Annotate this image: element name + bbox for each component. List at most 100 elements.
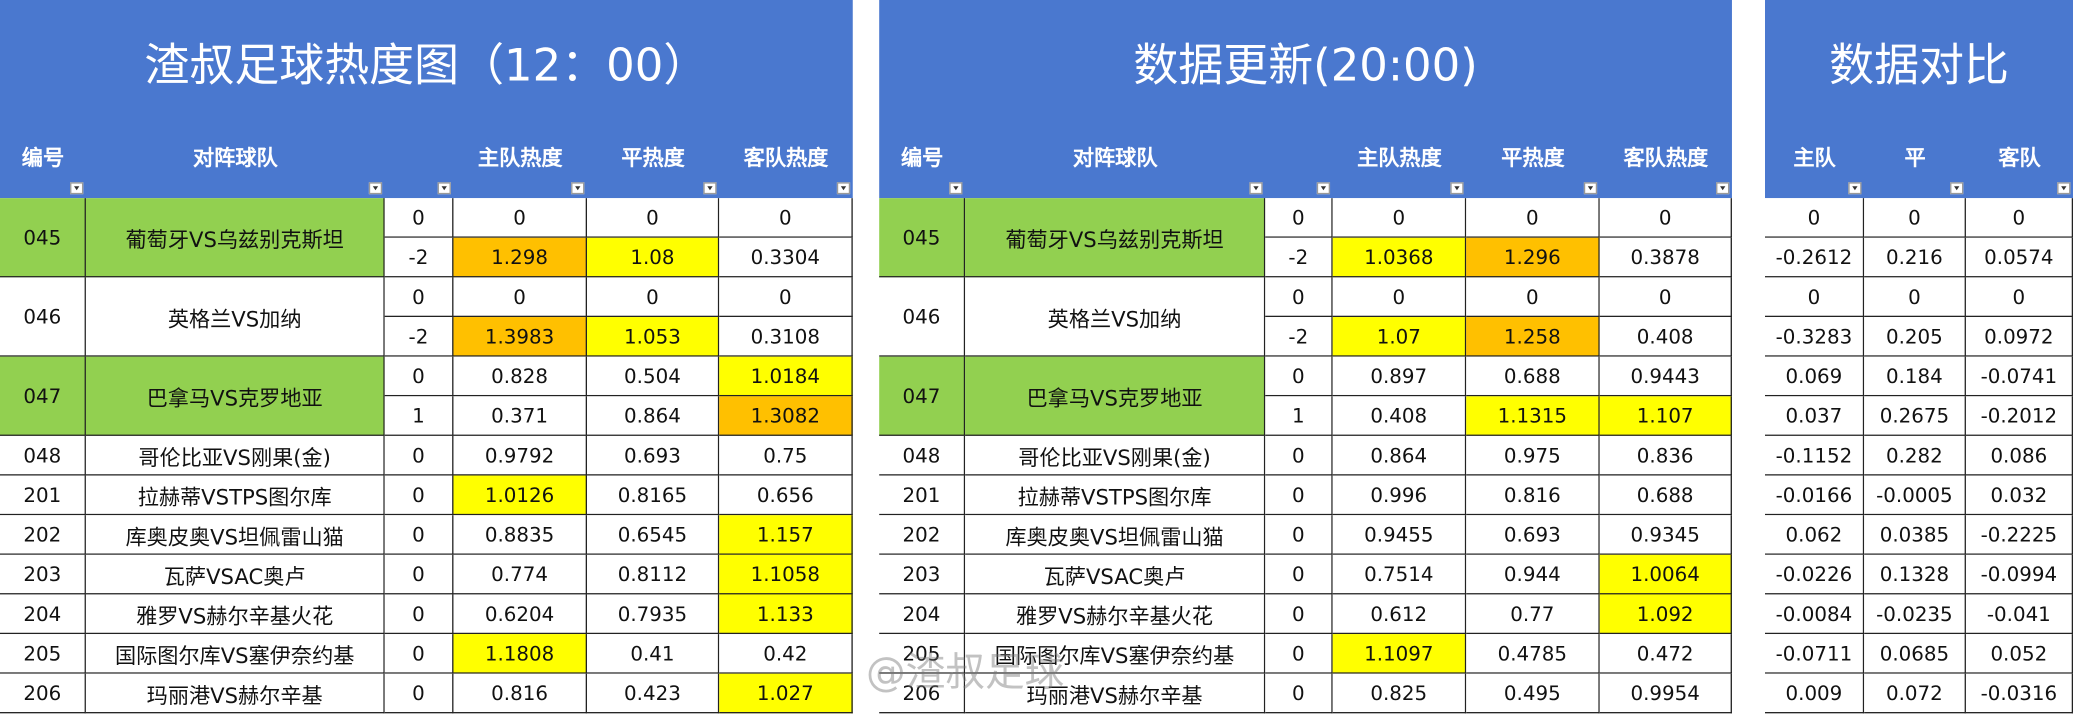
match-teams: 哥伦比亚VS刚果(金) — [965, 435, 1266, 476]
heat-value: 0.472 — [1599, 634, 1732, 674]
diff-value: 0.0972 — [1965, 317, 2073, 357]
handicap: 0 — [384, 634, 454, 674]
handicap: -2 — [384, 237, 454, 278]
diff-value: 0.2675 — [1864, 396, 1966, 436]
heat-value: 1.3082 — [719, 396, 853, 436]
handicap: 0 — [1265, 515, 1333, 555]
diff-value: 0.216 — [1864, 237, 1966, 278]
handicap: 0 — [384, 277, 454, 318]
match-id: 206 — [879, 673, 966, 714]
heat-value: 1.107 — [1599, 396, 1732, 436]
heat-value: 1.053 — [587, 317, 720, 357]
match-teams: 英格兰VS加纳 — [965, 277, 1266, 357]
match-id: 204 — [879, 594, 966, 635]
heat-value: 0.7514 — [1332, 554, 1467, 595]
heat-value: 0.612 — [1332, 594, 1467, 635]
diff-value: 0 — [1864, 277, 1966, 318]
match-id: 206 — [0, 673, 86, 714]
heat-value: 0.897 — [1332, 356, 1467, 397]
diff-value: -0.0994 — [1965, 554, 2073, 595]
handicap: 0 — [384, 594, 454, 635]
match-teams: 葡萄牙VS乌兹别克斯坦 — [965, 198, 1266, 278]
diff-value: -0.2225 — [1965, 515, 2073, 555]
handicap: 0 — [384, 515, 454, 555]
heat-value: 0 — [453, 277, 588, 318]
column-header: 编号 — [21, 145, 65, 171]
handicap: 0 — [384, 554, 454, 595]
heat-value: 0 — [587, 277, 720, 318]
match-teams: 库奥皮奥VS坦佩雷山猫 — [965, 515, 1266, 555]
diff-value: -0.0005 — [1864, 475, 1966, 516]
heat-value: 0.828 — [453, 356, 588, 397]
heat-value: 0 — [719, 198, 853, 238]
heat-value: 0.816 — [453, 673, 588, 714]
filter-button — [1450, 182, 1464, 195]
heat-value: 0 — [1466, 198, 1600, 238]
diff-value: -0.0235 — [1864, 594, 1966, 635]
heat-value: 0.693 — [587, 435, 720, 476]
handicap: -2 — [1265, 317, 1333, 357]
match-id: 048 — [0, 435, 86, 476]
match-id: 202 — [879, 515, 966, 555]
column-header: 客队热度 — [743, 145, 829, 171]
handicap: 0 — [384, 356, 454, 397]
diff-value: -0.0166 — [1765, 475, 1865, 516]
diff-value: -0.041 — [1965, 594, 2073, 635]
diff-value: 0.062 — [1765, 515, 1865, 555]
heat-value: 1.1097 — [1332, 634, 1467, 674]
column-header: 客队 — [1998, 145, 2041, 171]
heat-value: 0.9443 — [1599, 356, 1732, 397]
heat-value: 0.975 — [1466, 435, 1600, 476]
diff-value: -0.2612 — [1765, 237, 1865, 278]
diff-value: 0.0385 — [1864, 515, 1966, 555]
heat-value: 1.092 — [1599, 594, 1732, 635]
match-teams: 哥伦比亚VS刚果(金) — [85, 435, 385, 476]
match-teams: 雅罗VS赫尔辛基火花 — [965, 594, 1266, 635]
match-id: 046 — [0, 277, 86, 357]
match-id: 201 — [0, 475, 86, 516]
filter-button — [836, 182, 851, 195]
heat-value: 0.6204 — [453, 594, 588, 635]
match-id: 204 — [0, 594, 86, 635]
heat-value: 0.9455 — [1332, 515, 1467, 555]
heat-value: 1.258 — [1466, 317, 1600, 357]
match-id: 047 — [879, 356, 966, 436]
diff-value: 0.0574 — [1965, 237, 2073, 278]
match-id: 203 — [0, 554, 86, 595]
handicap: 0 — [1265, 673, 1333, 714]
handicap: 0 — [1265, 277, 1333, 318]
heat-value: 0.408 — [1599, 317, 1732, 357]
heat-value: 1.07 — [1332, 317, 1467, 357]
handicap: 1 — [1265, 396, 1333, 436]
diff-value: 0 — [1965, 277, 2073, 318]
diff-value: 0.052 — [1965, 634, 2073, 674]
heat-value: 1.0368 — [1332, 237, 1467, 278]
match-teams: 巴拿马VS克罗地亚 — [965, 356, 1266, 436]
table-title: 渣叔足球热度图（12：00） — [144, 39, 709, 93]
diff-value: -0.0084 — [1765, 594, 1865, 635]
heat-value: 1.08 — [587, 237, 720, 278]
match-teams: 葡萄牙VS乌兹别克斯坦 — [85, 198, 385, 278]
header-band — [0, 0, 853, 199]
match-teams: 玛丽港VS赫尔辛基 — [85, 673, 385, 714]
heat-value: 0.816 — [1466, 475, 1600, 516]
heat-value: 0.3878 — [1599, 237, 1732, 278]
match-id: 203 — [879, 554, 966, 595]
diff-value: -0.2012 — [1965, 396, 2073, 436]
diff-value: -0.0741 — [1965, 356, 2073, 397]
header-band — [1765, 0, 2073, 199]
heat-value: 0.8112 — [587, 554, 720, 595]
heat-value: 0.656 — [719, 475, 853, 516]
heat-value: 0.688 — [1466, 356, 1600, 397]
match-teams: 拉赫蒂VSTPS图尔库 — [85, 475, 385, 516]
heat-value: 0.42 — [719, 634, 853, 674]
handicap: 0 — [384, 198, 454, 238]
handicap: 0 — [1265, 634, 1333, 674]
filter-button — [571, 182, 585, 195]
handicap: 0 — [384, 475, 454, 516]
diff-value: 0 — [1965, 198, 2073, 238]
heat-value: 0.9954 — [1599, 673, 1732, 714]
handicap: 0 — [1265, 554, 1333, 595]
heat-value: 0 — [1466, 277, 1600, 318]
handicap: -2 — [1265, 237, 1333, 278]
